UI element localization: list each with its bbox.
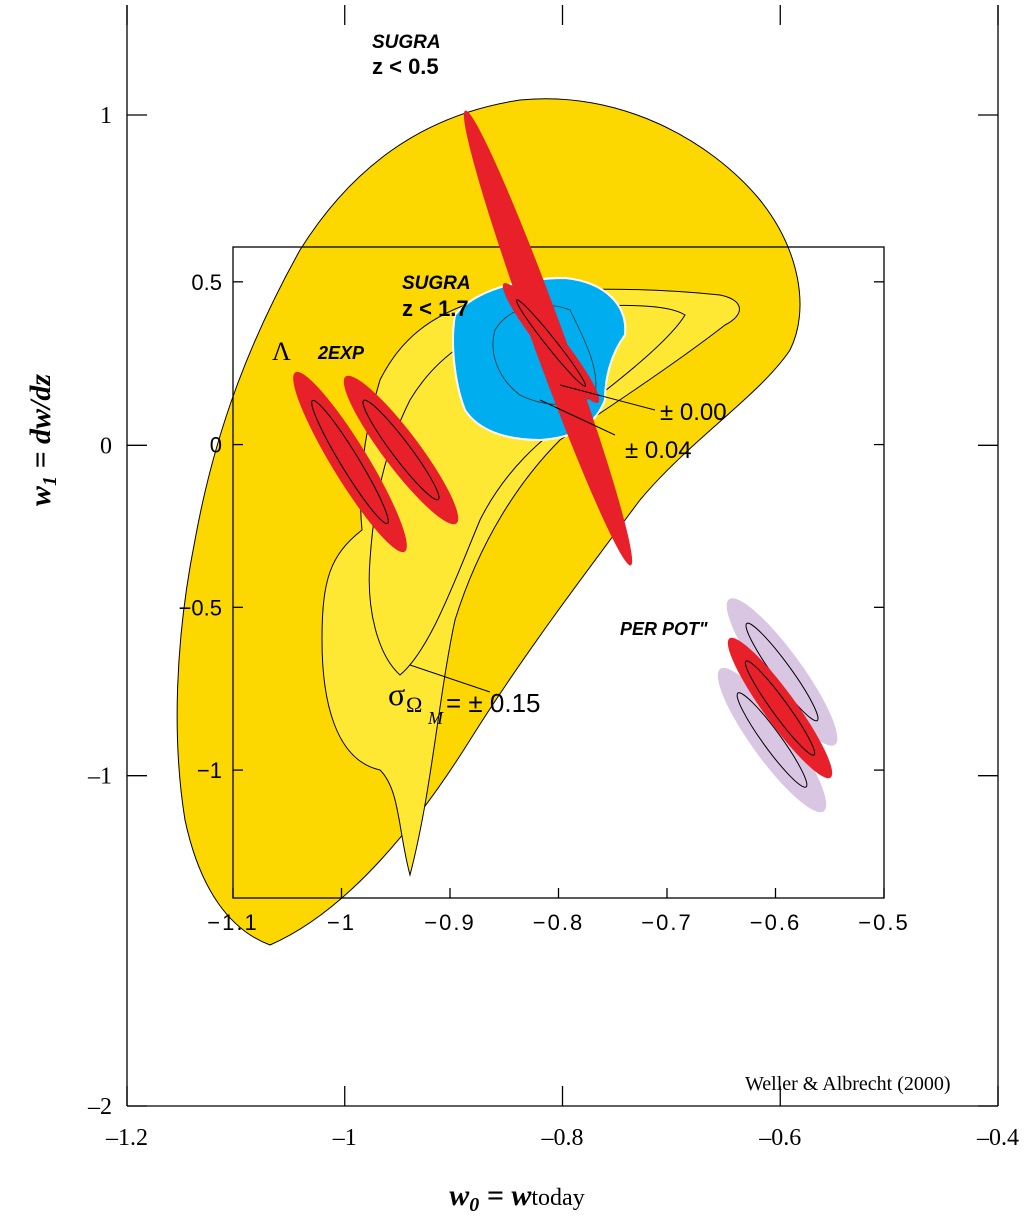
x-label-part: = w	[479, 1179, 532, 1212]
x-tick-label: −0.5	[858, 910, 909, 935]
pointer	[559, 384, 656, 411]
annotation: M	[427, 708, 444, 728]
lambda-ellipse	[293, 371, 407, 553]
x-tick-label: −1.1	[207, 910, 258, 935]
2exp-contour	[362, 399, 440, 501]
y-axis-label: w1 = dw/dz	[24, 374, 61, 506]
x-tick-label: −0.8	[533, 910, 584, 935]
annotation: SUGRA	[402, 273, 471, 294]
x-label-part: w	[449, 1179, 470, 1212]
perpot-ellipse-a	[726, 598, 838, 746]
regions	[176, 98, 801, 946]
perpot-red-ellipse	[727, 637, 833, 779]
annotation: Weller & Albrecht (2000)	[745, 1073, 951, 1095]
sugra-17-ellipse	[502, 283, 600, 403]
y-label-part: = dw/dz	[24, 374, 57, 476]
ellipses	[293, 110, 838, 813]
annotation: z < 1.7	[402, 296, 469, 321]
annotation: ± 0.00	[660, 399, 727, 426]
lambda-contour	[311, 399, 389, 525]
y-tick-label: –2	[87, 1094, 112, 1120]
x-tick-label: –0.8	[541, 1125, 584, 1151]
x-tick-label: −0.9	[424, 910, 475, 935]
x-tick-label: −0.6	[750, 910, 801, 935]
sugra-17-contour	[516, 299, 586, 387]
annotation: Ω	[406, 692, 422, 717]
y-tick-label: 0.5	[191, 270, 222, 295]
pointer	[409, 664, 491, 693]
annotation: ± 0.04	[625, 437, 692, 464]
y-tick-label: 0	[100, 433, 112, 459]
y-label-part: 1	[39, 476, 61, 486]
x-label-part: 0	[469, 1194, 479, 1216]
perpot-red-contour	[744, 660, 816, 756]
perpot-contour-b	[736, 692, 808, 788]
x-axis-label: w0 = wtoday	[449, 1179, 584, 1216]
y-tick-label: 1	[100, 103, 112, 129]
y-tick-label: –1	[87, 764, 112, 790]
annotation: σ	[388, 676, 405, 712]
inner-contour	[368, 304, 686, 676]
x-tick-label: –1.2	[105, 1125, 148, 1151]
annotation: z < 0.5	[372, 54, 439, 79]
annotation: 2EXP	[317, 343, 365, 363]
x-tick-label: −0.7	[641, 910, 692, 935]
x-tick-label: –0.4	[976, 1125, 1019, 1151]
annotation: = ± 0.15	[446, 688, 541, 718]
annotation: SUGRA	[372, 32, 441, 53]
y-tick-label: −1	[197, 758, 222, 783]
x-tick-label: −1	[327, 910, 356, 935]
y-label-part: w	[24, 485, 57, 506]
annotation: PER POT"	[620, 619, 708, 639]
perpot-ellipse-b	[717, 667, 827, 813]
y-tick-label: 0	[210, 433, 222, 458]
y-tick-label: −0.5	[179, 595, 222, 620]
x-tick-label: –1	[332, 1125, 357, 1151]
annotation: Λ	[272, 337, 291, 366]
2exp-ellipse	[343, 375, 459, 525]
x-tick-label: –0.6	[758, 1125, 801, 1151]
pointer	[539, 399, 616, 436]
x-label-part: today	[531, 1185, 584, 1211]
